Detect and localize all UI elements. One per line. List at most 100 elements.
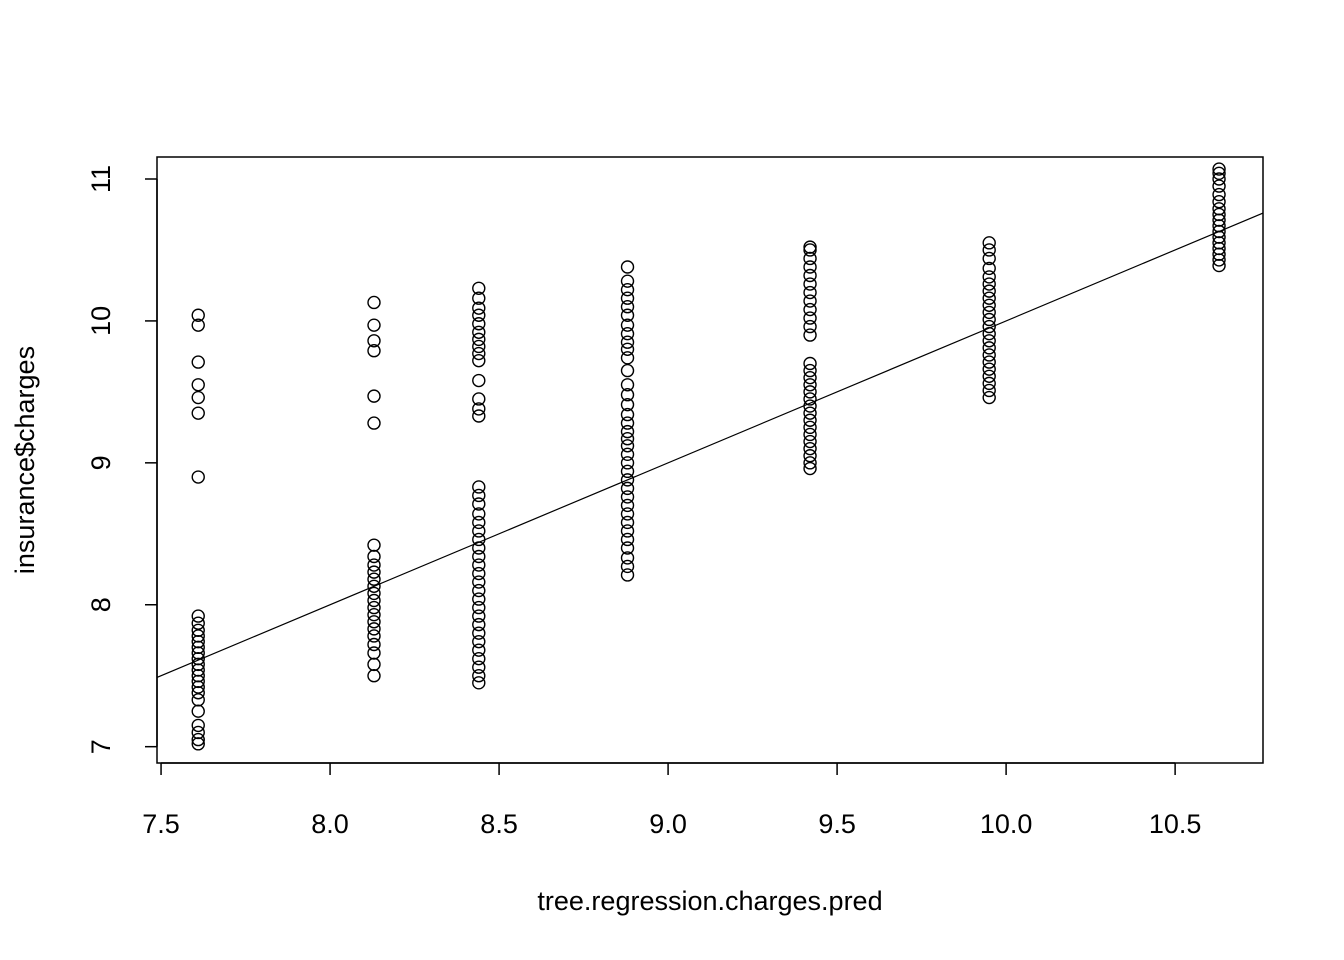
data-point [472,643,486,657]
data-point [367,657,381,672]
data-point [191,308,205,322]
data-point [620,568,635,582]
data-point [982,326,996,341]
data-point [191,623,205,638]
data-point [620,308,635,322]
data-point [367,615,381,629]
data-point [472,634,486,649]
x-tick-label: 8.0 [311,809,349,839]
data-point [620,498,635,513]
data-point [472,660,486,674]
data-point [1212,207,1226,222]
data-point [367,334,381,348]
data-point [620,416,635,430]
data-point [982,251,996,266]
data-point [472,617,486,632]
data-point [472,609,486,623]
data-point [620,326,635,341]
data-point [191,378,205,392]
data-point [982,390,996,405]
data-point [803,277,817,291]
data-point [803,461,817,476]
data-point [472,339,486,354]
data-point [472,409,486,423]
data-point [982,383,996,398]
data-point [472,507,486,521]
data-point [982,341,996,355]
data-point [982,369,996,383]
y-axis: 7 8 9 10 11 [86,165,158,754]
data-point [367,318,381,332]
x-tick-label: 7.5 [142,809,180,839]
data-point [803,328,817,342]
data-point [620,559,635,574]
data-point [803,441,817,456]
data-point [982,376,996,391]
x-axis: 7.5 8.0 8.5 9.0 9.5 10.0 10.5 [142,762,1202,839]
data-point [472,651,486,666]
data-point [472,291,486,305]
data-point [620,481,635,496]
y-tick-label: 7 [86,739,116,754]
data-point [803,243,817,257]
data-point [803,260,817,274]
data-point [620,507,635,521]
data-point [191,390,205,405]
data-point [620,490,635,504]
data-point [191,470,205,484]
data-point [620,439,635,453]
x-tick-label: 10.5 [1149,809,1202,839]
data-point [803,370,817,385]
data-point [982,236,996,250]
data-point [620,424,635,439]
data-point [620,378,635,392]
data-point [367,549,381,564]
data-point [367,593,381,608]
data-point [1212,187,1226,202]
data-point [367,607,381,622]
data-point [803,420,817,435]
data-point [620,363,635,378]
y-tick-label: 11 [86,165,116,193]
data-point [1212,172,1226,186]
data-point [367,416,381,430]
data-point [472,669,486,683]
data-point [367,565,381,579]
data-point [620,524,635,538]
data-point [472,402,486,416]
data-point [620,407,635,422]
data-point [367,344,381,358]
data-point [982,362,996,376]
data-point [191,718,205,733]
data-point [367,600,381,615]
data-point [620,335,635,349]
data-point [982,355,996,369]
data-point [803,413,817,427]
data-point [472,480,486,494]
data-point [803,311,817,325]
data-point [367,629,381,643]
data-point [803,356,817,371]
data-point [982,319,996,334]
data-point [803,240,817,254]
data-point [191,616,205,630]
data-point [620,473,635,487]
data-point [620,318,635,332]
reference-line-group [157,212,1263,678]
reference-line [157,212,1263,678]
data-point [472,317,486,331]
data-point [191,732,205,747]
data-point [620,260,635,274]
data-point [472,676,486,690]
data-point [620,388,635,402]
data-point [620,282,635,297]
data-point [620,342,635,357]
data-point [620,351,635,365]
data-point [472,515,486,530]
data-point [803,319,817,334]
data-point [472,549,486,564]
data-point [803,302,817,317]
data-point [803,285,817,300]
data-point [803,427,817,442]
